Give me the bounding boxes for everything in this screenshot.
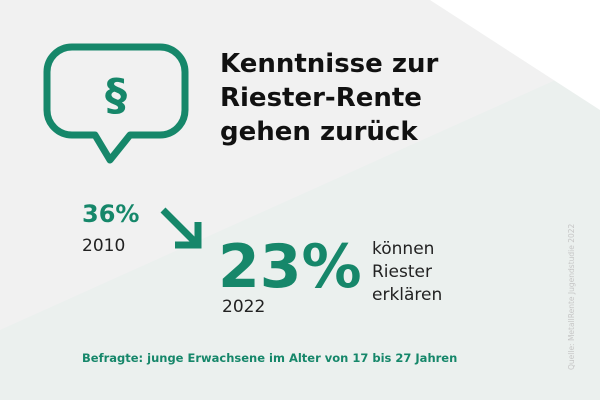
background-corner [430,0,600,110]
source: Quelle: MetallRente Jugendstudie 2022 [567,223,576,370]
before-value: 36% [82,200,139,228]
paragraph-icon: § [105,70,127,121]
caption-line: können [372,239,434,259]
title-line: Kenntnisse zur [220,49,438,79]
before-year: 2010 [82,236,125,256]
background-band [0,60,600,400]
title-line: Riester-Rente [220,83,422,113]
speech-bubble-icon [43,43,189,164]
after-year: 2022 [222,297,265,317]
down-arrow [160,207,202,249]
after-value: 23% [218,232,362,302]
footnote: Befragte: junge Erwachsene im Alter von … [82,351,457,365]
caption-line: Riester [372,262,432,282]
title-line: gehen zurück [220,117,418,147]
caption-line: erklären [372,285,442,305]
